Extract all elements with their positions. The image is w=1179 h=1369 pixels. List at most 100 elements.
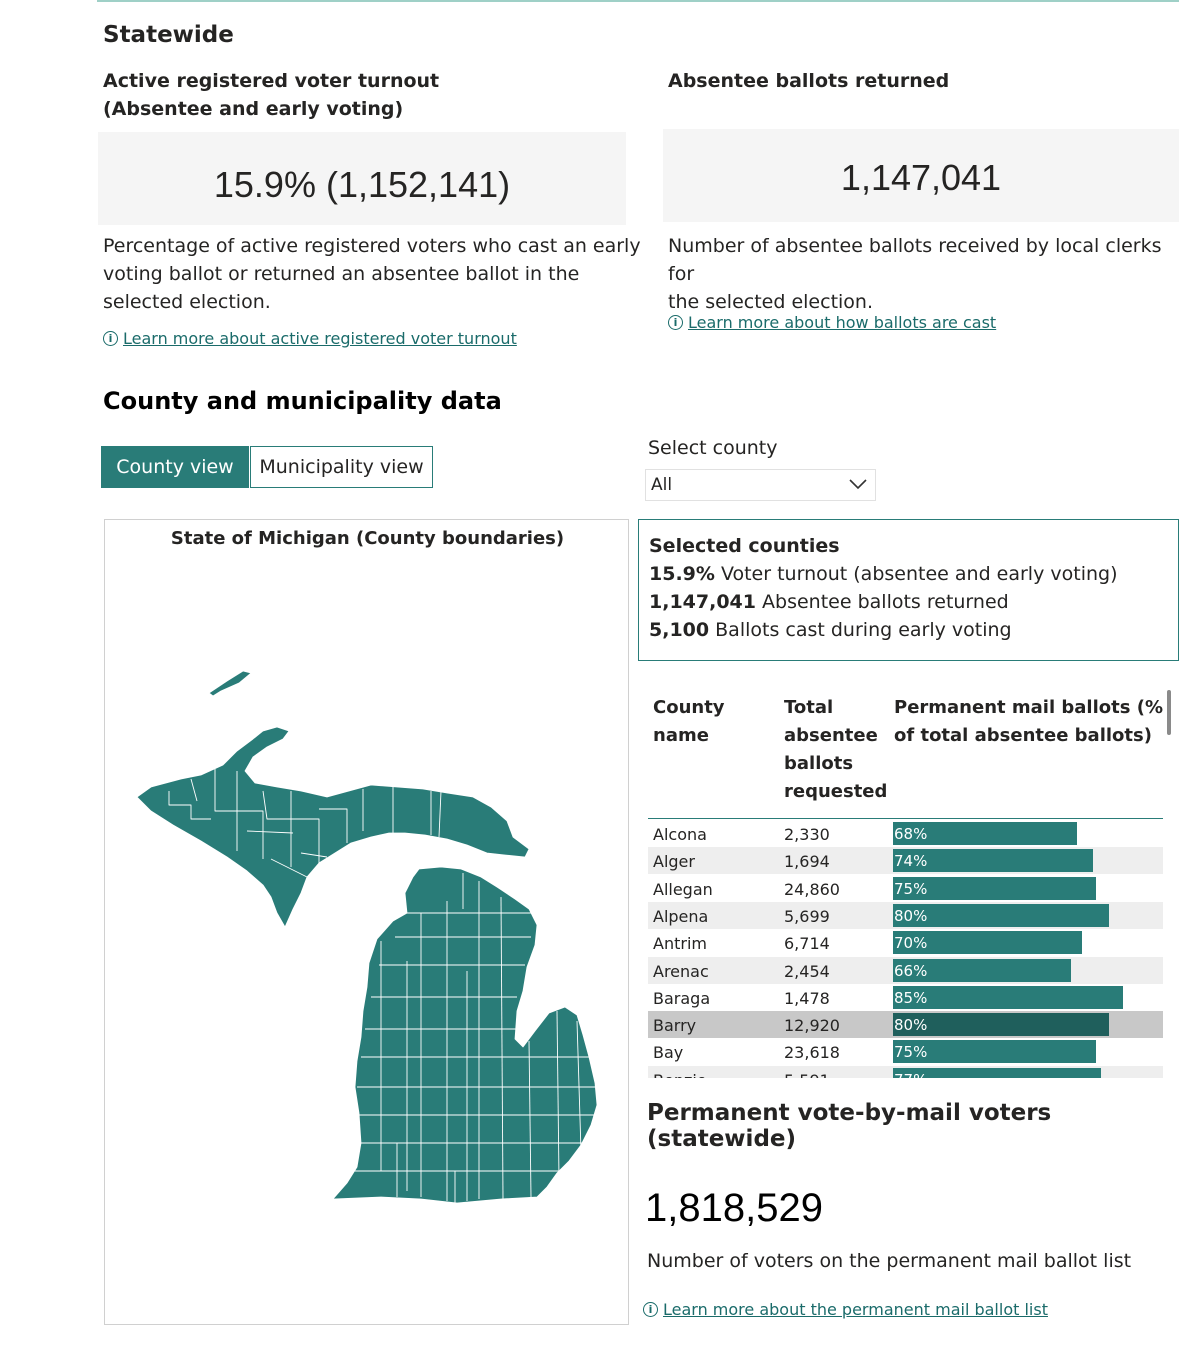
permanent-voters-value: 1,818,529	[645, 1186, 823, 1230]
county-header-line1: County	[653, 697, 725, 718]
total-requested-cell: 12,920	[784, 1016, 840, 1036]
turnout-desc-line1: Percentage of active registered voters w…	[103, 235, 641, 257]
county-name-cell: Antrim	[653, 934, 707, 954]
county-name-cell: Benzie	[653, 1071, 707, 1078]
county-name-cell: Allegan	[653, 879, 713, 899]
absentee-learn-more-link[interactable]: i Learn more about how ballots are cast	[668, 313, 996, 332]
permanent-pct-label: 75%	[894, 1043, 928, 1062]
tab-municipality-view[interactable]: Municipality view	[250, 446, 433, 488]
table-row[interactable]: Benzie 5,591 77%	[648, 1065, 1163, 1078]
county-name-cell: Baraga	[653, 988, 711, 1008]
map-title: State of Michigan (County boundaries)	[170, 528, 565, 549]
permanent-pct-label: 77%	[894, 1071, 927, 1078]
county-select[interactable]: All	[645, 469, 876, 501]
tab-county-view[interactable]: County view	[101, 446, 249, 488]
county-name-cell: Bay	[653, 1043, 684, 1063]
info-icon: i	[668, 315, 683, 330]
selected-turnout-label: Voter turnout (absentee and early voting…	[714, 563, 1118, 585]
table-scrollbar[interactable]	[1167, 690, 1171, 735]
table-row[interactable]: Arenac 2,454 66%	[648, 956, 1163, 984]
column-header-permanent[interactable]: Permanent mail ballots (% of total absen…	[894, 694, 1163, 750]
permanent-pct-bar	[893, 1067, 1101, 1078]
turnout-title-line2: (Absentee and early voting)	[103, 98, 404, 120]
permanent-pct-label: 70%	[894, 934, 928, 953]
turnout-description: Percentage of active registered voters w…	[103, 232, 641, 316]
permanent-pct-bar	[893, 931, 1082, 955]
county-table: County name Total absentee ballots reque…	[648, 688, 1163, 1078]
county-section-heading: County and municipality data	[103, 387, 502, 415]
turnout-learn-more-label: Learn more about active registered voter…	[123, 329, 517, 348]
total-requested-cell: 5,591	[784, 1071, 830, 1078]
selected-early-value: 5,100	[649, 619, 710, 641]
turnout-title: Active registered voter turnout (Absente…	[103, 67, 439, 123]
total-requested-cell: 1,478	[784, 988, 830, 1008]
map-panel: State of Michigan (County boundaries)	[104, 519, 629, 1325]
table-row[interactable]: Alcona 2,330 68%	[648, 820, 1163, 847]
michigan-county-map[interactable]	[105, 520, 628, 1324]
county-name-cell: Alpena	[653, 906, 709, 926]
perm-header-line1: Permanent mail ballots (%	[894, 697, 1163, 718]
permanent-pct-label: 80%	[894, 1016, 928, 1035]
total-requested-cell: 24,860	[784, 879, 840, 899]
permanent-pct-bar	[893, 822, 1077, 845]
turnout-learn-more-link[interactable]: i Learn more about active registered vot…	[103, 329, 517, 348]
table-row[interactable]: Allegan 24,860 75%	[648, 875, 1163, 902]
permanent-pct-bar	[893, 849, 1093, 873]
selected-turnout-value: 15.9%	[649, 563, 715, 585]
permanent-voters-description: Number of voters on the permanent mail b…	[647, 1250, 1132, 1272]
table-row[interactable]: Baraga 1,478 85%	[648, 984, 1163, 1011]
permanent-pct-bar	[893, 903, 1109, 927]
county-name-cell: Alcona	[653, 825, 707, 844]
column-header-total[interactable]: Total absentee ballots requested	[784, 694, 887, 806]
county-name-cell: Alger	[653, 852, 695, 872]
selected-early-line: 5,100 Ballots cast during early voting	[649, 616, 1012, 644]
permanent-pct-label: 80%	[894, 906, 928, 925]
absentee-description: Number of absentee ballots received by l…	[668, 232, 1179, 316]
total-header-line3: ballots	[784, 753, 854, 774]
county-name-cell: Barry	[653, 1016, 697, 1036]
total-header-line1: Total	[784, 697, 834, 718]
statewide-heading: Statewide	[103, 22, 234, 48]
perm-header-line2: of total absentee ballots)	[894, 725, 1152, 746]
select-county-label: Select county	[648, 437, 778, 459]
selected-absentee-label: Absentee ballots returned	[755, 591, 1009, 613]
county-header-line2: name	[653, 725, 709, 746]
total-requested-cell: 1,694	[784, 852, 830, 872]
total-header-line2: absentee	[784, 725, 878, 746]
table-row[interactable]: Alger 1,694 74%	[648, 847, 1163, 875]
permanent-pct-bar	[893, 1040, 1096, 1064]
isle-royale-shape	[208, 670, 252, 697]
lower-peninsula-shape	[332, 866, 598, 1204]
permanent-learn-more-label: Learn more about the permanent mail ball…	[663, 1300, 1048, 1319]
permanent-learn-more-link[interactable]: i Learn more about the permanent mail ba…	[643, 1300, 1048, 1319]
permanent-pct-label: 66%	[894, 961, 928, 980]
top-divider	[97, 0, 1179, 2]
upper-peninsula-shape	[136, 726, 530, 928]
absentee-value: 1,147,041	[840, 156, 1002, 198]
permanent-pct-bar	[893, 876, 1096, 900]
info-icon: i	[643, 1302, 658, 1317]
table-row[interactable]: Alpena 5,699 80%	[648, 901, 1163, 929]
selected-counties-panel: Selected counties 15.9% Voter turnout (a…	[638, 519, 1179, 661]
total-requested-cell: 2,454	[784, 961, 830, 981]
column-header-county[interactable]: County name	[653, 694, 725, 750]
permanent-pct-label: 68%	[894, 825, 928, 843]
turnout-title-line1: Active registered voter turnout	[103, 70, 440, 92]
selected-absentee-line: 1,147,041 Absentee ballots returned	[649, 588, 1009, 616]
permanent-pct-bar	[893, 1013, 1109, 1037]
table-row[interactable]: Barry 12,920 80%	[648, 1011, 1163, 1039]
table-row[interactable]: Antrim 6,714 70%	[648, 929, 1163, 956]
selected-counties-title: Selected counties	[649, 535, 840, 557]
permanent-pct-label: 75%	[894, 879, 928, 898]
total-header-line4: requested	[784, 781, 888, 802]
absentee-title: Absentee ballots returned	[668, 70, 950, 92]
turnout-value: 15.9% (1,152,141)	[213, 163, 511, 205]
total-requested-cell: 2,330	[784, 825, 830, 844]
total-requested-cell: 23,618	[784, 1043, 840, 1063]
table-row[interactable]: Bay 23,618 75%	[648, 1038, 1163, 1065]
selected-absentee-value: 1,147,041	[649, 591, 756, 613]
county-boundaries	[168, 769, 597, 1203]
absentee-desc-line2: the selected election.	[668, 291, 874, 313]
permanent-pct-label: 74%	[894, 852, 928, 871]
absentee-desc-line1: Number of absentee ballots received by l…	[668, 235, 1162, 285]
